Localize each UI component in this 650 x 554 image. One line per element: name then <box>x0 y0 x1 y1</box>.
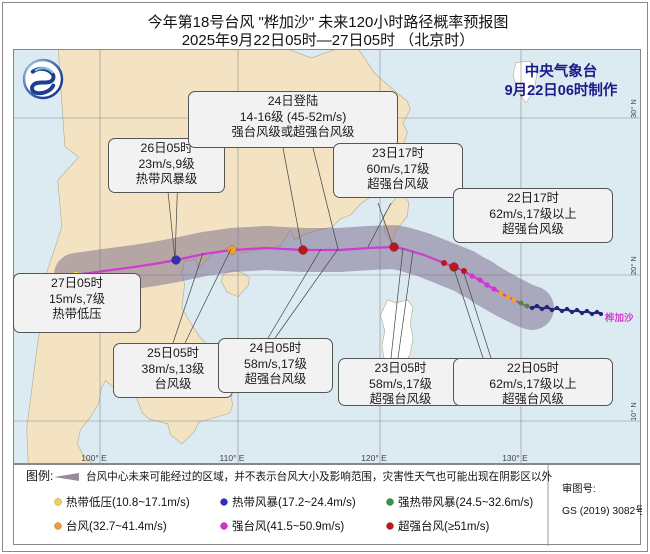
svg-text:强台风(41.5~50.9m/s): 强台风(41.5~50.9m/s) <box>232 519 344 533</box>
svg-text:桦加沙（2518）: 桦加沙（2518） <box>604 312 641 324</box>
svg-text:强热带风暴(24.5~32.6m/s): 强热带风暴(24.5~32.6m/s) <box>398 496 533 509</box>
svg-text:热带低压(10.8~17.1m/s): 热带低压(10.8~17.1m/s) <box>66 496 190 509</box>
svg-text:台风(32.7~41.4m/s): 台风(32.7~41.4m/s) <box>66 519 167 533</box>
svg-text:热带风暴(17.2~24.4m/s): 热带风暴(17.2~24.4m/s) <box>232 496 356 509</box>
svg-text:100° E: 100° E <box>81 453 107 463</box>
svg-text:10° N: 10° N <box>629 402 638 421</box>
svg-text:GS (2019) 3082号: GS (2019) 3082号 <box>562 505 642 517</box>
svg-text:120° E: 120° E <box>361 453 387 463</box>
svg-text:审图号:: 审图号: <box>562 482 596 495</box>
svg-text:超强台风(≥51m/s): 超强台风(≥51m/s) <box>398 519 489 533</box>
svg-text:台风中心未来可能经过的区域，并不表示台风大小及影响范围，灾害: 台风中心未来可能经过的区域，并不表示台风大小及影响范围，灾害性天气也可能出现在阴… <box>86 470 553 483</box>
svg-text:图例:: 图例: <box>26 469 53 483</box>
svg-text:30° N: 30° N <box>629 99 638 118</box>
svg-text:20° N: 20° N <box>629 256 638 275</box>
svg-text:130° E: 130° E <box>502 453 528 463</box>
svg-text:110° E: 110° E <box>220 453 245 463</box>
